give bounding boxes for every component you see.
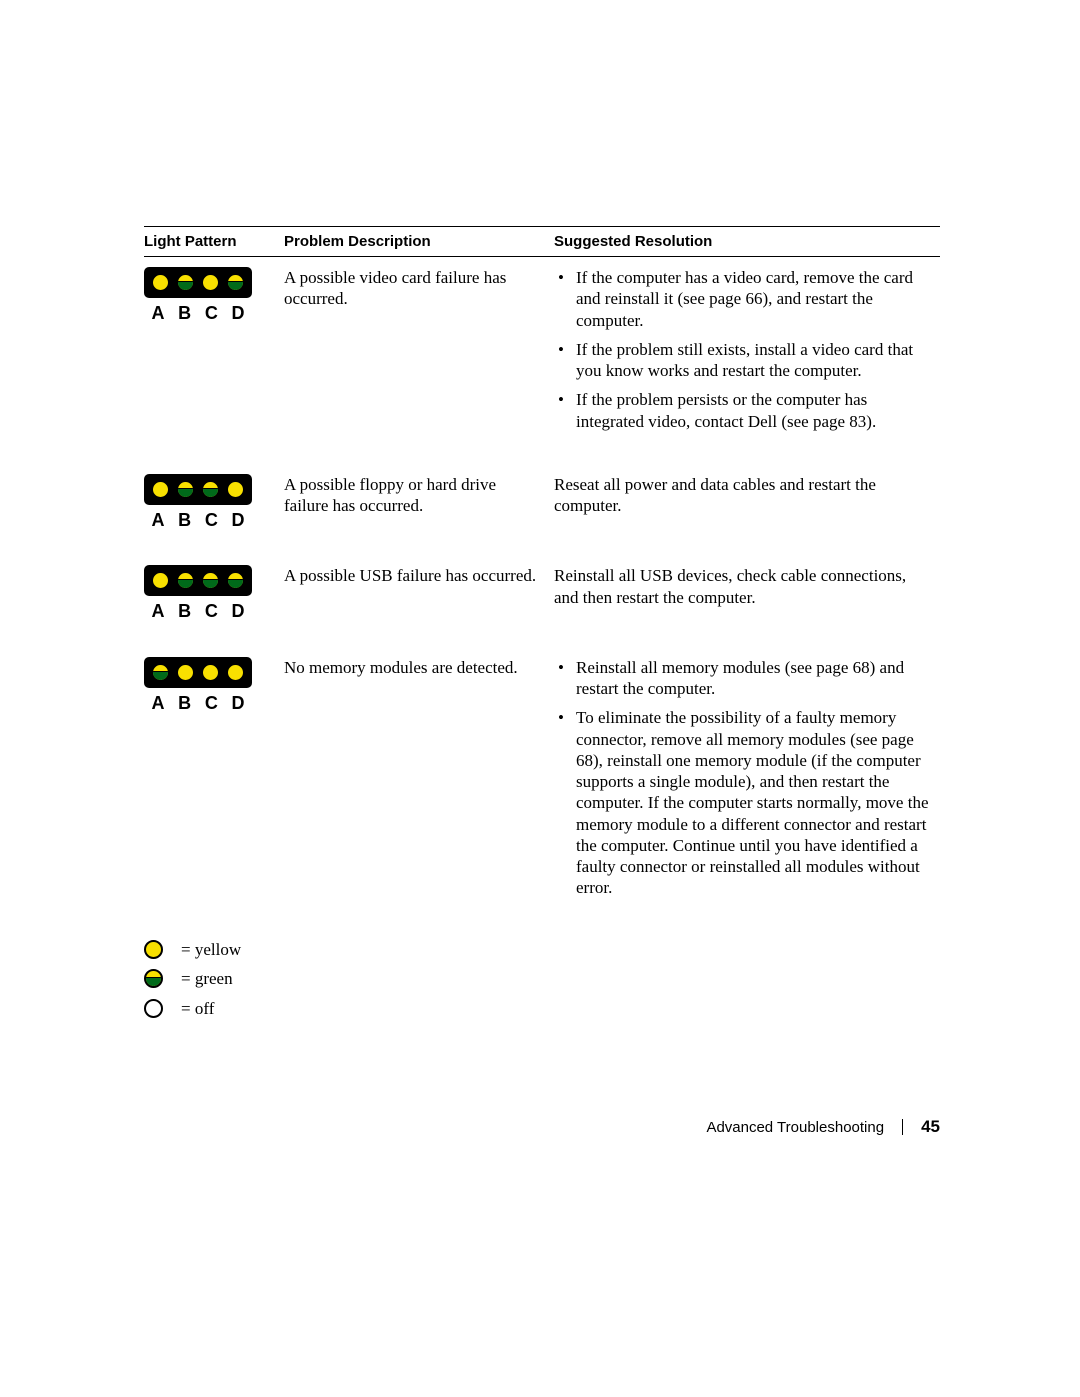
led-label: D xyxy=(228,692,248,715)
cell-light-pattern: ABCD xyxy=(144,647,284,931)
cell-suggested-resolution: If the computer has a video card, remove… xyxy=(554,257,940,464)
light-panel-box xyxy=(144,657,252,688)
header-problem-description: Problem Description xyxy=(284,227,554,257)
legend-row: = yellow xyxy=(144,937,940,963)
cell-problem-description: No memory modules are detected. xyxy=(284,647,554,931)
light-panel-box xyxy=(144,267,252,298)
legend-led-off xyxy=(144,999,163,1018)
led-b-green xyxy=(176,571,195,590)
cell-suggested-resolution: Reinstall all USB devices, check cable c… xyxy=(554,555,940,647)
page: Light Pattern Problem Description Sugges… xyxy=(0,0,1080,1397)
light-panel-box xyxy=(144,565,252,596)
legend-label: = off xyxy=(181,996,214,1022)
footer-separator xyxy=(902,1119,903,1135)
resolution-item: If the problem still exists, install a v… xyxy=(572,339,930,382)
led-label: C xyxy=(201,509,221,532)
cell-light-pattern: ABCD xyxy=(144,257,284,464)
light-panel-labels: ABCD xyxy=(144,298,252,325)
led-c-green xyxy=(201,571,220,590)
resolution-item: To eliminate the possibility of a faulty… xyxy=(572,707,930,898)
table-row: ABCD No memory modules are detected. Reins… xyxy=(144,647,940,931)
light-panel: ABCD xyxy=(144,267,252,325)
table-row: ABCD A possible floppy or hard drive fail… xyxy=(144,464,940,556)
page-footer: Advanced Troubleshooting 45 xyxy=(706,1117,940,1137)
led-c-yellow xyxy=(201,273,220,292)
header-light-pattern: Light Pattern xyxy=(144,227,284,257)
led-label: C xyxy=(201,600,221,623)
led-d-yellow xyxy=(226,663,245,682)
resolution-list: Reinstall all memory modules (see page 6… xyxy=(554,657,930,899)
resolution-list: If the computer has a video card, remove… xyxy=(554,267,930,432)
footer-section: Advanced Troubleshooting xyxy=(706,1119,884,1136)
diagnostic-table: Light Pattern Problem Description Sugges… xyxy=(144,226,940,931)
led-label: D xyxy=(228,600,248,623)
cell-light-pattern: ABCD xyxy=(144,555,284,647)
legend-led-green xyxy=(144,969,163,988)
led-d-green xyxy=(226,571,245,590)
led-d-yellow xyxy=(226,480,245,499)
led-label: B xyxy=(175,509,195,532)
led-label: A xyxy=(148,600,168,623)
led-d-green xyxy=(226,273,245,292)
led-b-yellow xyxy=(176,663,195,682)
led-label: C xyxy=(201,692,221,715)
table-header-row: Light Pattern Problem Description Sugges… xyxy=(144,227,940,257)
light-panel: ABCD xyxy=(144,565,252,623)
led-label: B xyxy=(175,600,195,623)
table-row: ABCD A possible USB failure has occurred.… xyxy=(144,555,940,647)
light-panel-box xyxy=(144,474,252,505)
cell-problem-description: A possible USB failure has occurred. xyxy=(284,555,554,647)
led-label: A xyxy=(148,692,168,715)
light-panel-labels: ABCD xyxy=(144,596,252,623)
table-row: ABCD A possible video card failure has oc… xyxy=(144,257,940,464)
light-panel: ABCD xyxy=(144,657,252,715)
legend: = yellow = green = off xyxy=(144,937,940,1022)
led-label: D xyxy=(228,509,248,532)
cell-problem-description: A possible video card failure has occurr… xyxy=(284,257,554,464)
led-b-green xyxy=(176,273,195,292)
light-panel: ABCD xyxy=(144,474,252,532)
legend-row: = off xyxy=(144,996,940,1022)
footer-page-number: 45 xyxy=(921,1117,940,1137)
led-c-green xyxy=(201,480,220,499)
resolution-item: Reinstall all memory modules (see page 6… xyxy=(572,657,930,700)
led-a-yellow xyxy=(151,571,170,590)
cell-suggested-resolution: Reinstall all memory modules (see page 6… xyxy=(554,647,940,931)
resolution-item: If the computer has a video card, remove… xyxy=(572,267,930,331)
legend-label: = green xyxy=(181,966,233,992)
led-a-green xyxy=(151,663,170,682)
light-panel-labels: ABCD xyxy=(144,505,252,532)
led-label: D xyxy=(228,302,248,325)
legend-label: = yellow xyxy=(181,937,241,963)
led-a-yellow xyxy=(151,480,170,499)
resolution-item: If the problem persists or the computer … xyxy=(572,389,930,432)
led-c-yellow xyxy=(201,663,220,682)
led-label: A xyxy=(148,509,168,532)
header-suggested-resolution: Suggested Resolution xyxy=(554,227,940,257)
cell-problem-description: A possible floppy or hard drive failure … xyxy=(284,464,554,556)
light-panel-labels: ABCD xyxy=(144,688,252,715)
cell-light-pattern: ABCD xyxy=(144,464,284,556)
cell-suggested-resolution: Reseat all power and data cables and res… xyxy=(554,464,940,556)
led-label: A xyxy=(148,302,168,325)
led-a-yellow xyxy=(151,273,170,292)
led-label: C xyxy=(201,302,221,325)
legend-row: = green xyxy=(144,966,940,992)
legend-led-yellow xyxy=(144,940,163,959)
led-label: B xyxy=(175,692,195,715)
led-label: B xyxy=(175,302,195,325)
led-b-green xyxy=(176,480,195,499)
